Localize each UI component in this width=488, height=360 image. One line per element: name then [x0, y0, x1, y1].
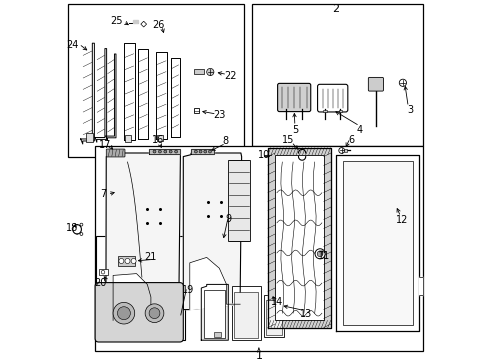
Text: 1: 1 [255, 351, 262, 360]
Circle shape [199, 150, 202, 153]
Text: 21: 21 [144, 252, 157, 262]
Text: 7: 7 [100, 189, 106, 199]
FancyBboxPatch shape [367, 77, 383, 91]
FancyBboxPatch shape [317, 84, 347, 112]
Text: 6: 6 [348, 135, 354, 145]
Text: 10: 10 [257, 150, 269, 160]
Text: 8: 8 [222, 136, 228, 146]
Polygon shape [156, 52, 167, 139]
Bar [231, 286, 260, 340]
Circle shape [174, 150, 177, 153]
Text: 19: 19 [181, 285, 193, 295]
Bar [194, 69, 204, 74]
Circle shape [169, 150, 172, 153]
Polygon shape [191, 149, 213, 154]
Circle shape [119, 258, 123, 264]
Bar [264, 295, 284, 337]
Circle shape [158, 150, 161, 153]
Circle shape [101, 270, 104, 274]
Polygon shape [183, 153, 241, 310]
Polygon shape [149, 149, 179, 154]
Polygon shape [418, 277, 422, 295]
Circle shape [338, 148, 344, 153]
Polygon shape [141, 21, 146, 27]
Bar [343, 149, 346, 152]
Circle shape [80, 233, 82, 235]
Text: 11: 11 [317, 251, 329, 261]
Circle shape [314, 249, 325, 259]
Circle shape [113, 302, 134, 324]
Text: 16: 16 [152, 135, 164, 145]
Circle shape [208, 150, 211, 153]
Polygon shape [189, 257, 240, 310]
Circle shape [206, 68, 213, 76]
Circle shape [117, 307, 130, 320]
Bar [213, 332, 221, 337]
Bar [275, 155, 323, 320]
Bar [95, 146, 422, 351]
Text: 18: 18 [66, 222, 79, 233]
Circle shape [125, 258, 130, 264]
Circle shape [399, 79, 406, 86]
Text: 2: 2 [331, 4, 339, 14]
Text: 4: 4 [356, 125, 362, 135]
FancyBboxPatch shape [277, 84, 310, 112]
Bar [157, 135, 163, 141]
Bar [68, 4, 244, 157]
Circle shape [149, 308, 160, 319]
Polygon shape [106, 54, 116, 140]
Polygon shape [336, 155, 418, 331]
Bar [204, 290, 224, 338]
Bar [228, 160, 249, 241]
Polygon shape [201, 284, 228, 340]
Polygon shape [138, 49, 148, 139]
Bar [265, 300, 282, 335]
Bar [338, 110, 342, 112]
Bar [118, 256, 135, 266]
Bar [125, 135, 131, 142]
Text: 13: 13 [299, 309, 311, 319]
Bar [96, 236, 185, 340]
Circle shape [80, 223, 82, 226]
Text: 9: 9 [225, 214, 231, 224]
Text: 17: 17 [99, 140, 111, 150]
Bar [251, 4, 422, 146]
Polygon shape [267, 148, 330, 328]
Text: 15: 15 [282, 135, 294, 145]
FancyBboxPatch shape [106, 149, 125, 157]
Polygon shape [95, 49, 106, 142]
Circle shape [131, 258, 136, 264]
Bar [194, 108, 199, 113]
Text: 22: 22 [224, 71, 236, 81]
Text: 23: 23 [213, 110, 225, 120]
Bar [234, 292, 257, 338]
Polygon shape [123, 43, 134, 140]
Text: 26: 26 [152, 20, 164, 30]
Circle shape [153, 150, 156, 153]
FancyBboxPatch shape [95, 283, 183, 342]
Text: 25: 25 [110, 16, 122, 26]
Polygon shape [81, 43, 94, 144]
Text: 14: 14 [270, 297, 283, 307]
Bar [86, 133, 93, 142]
Polygon shape [133, 20, 138, 23]
Circle shape [194, 150, 197, 153]
Text: 5: 5 [291, 125, 297, 135]
Circle shape [163, 150, 166, 153]
Text: 3: 3 [406, 105, 412, 115]
Circle shape [203, 150, 206, 153]
Polygon shape [106, 153, 180, 320]
Text: 12: 12 [395, 215, 407, 225]
Polygon shape [170, 58, 179, 137]
Bar [323, 110, 326, 112]
Bar [99, 269, 107, 275]
Polygon shape [113, 274, 151, 320]
Text: 24: 24 [66, 40, 79, 50]
Circle shape [317, 251, 322, 257]
Bar [342, 161, 412, 325]
Circle shape [145, 304, 163, 323]
Text: 20: 20 [94, 278, 106, 288]
